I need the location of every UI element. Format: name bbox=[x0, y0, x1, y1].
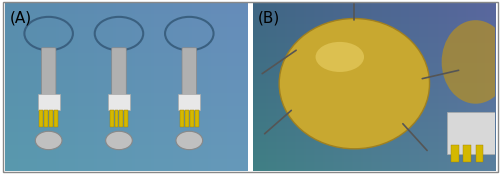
Bar bbox=[124, 110, 128, 127]
Bar bbox=[452, 145, 458, 162]
Bar bbox=[476, 145, 483, 162]
Bar bbox=[38, 94, 60, 110]
Ellipse shape bbox=[316, 42, 364, 72]
Text: (A): (A) bbox=[10, 10, 32, 25]
Bar bbox=[178, 94, 200, 110]
Circle shape bbox=[36, 131, 62, 150]
Ellipse shape bbox=[442, 20, 500, 104]
Bar bbox=[40, 110, 44, 127]
Bar bbox=[194, 110, 198, 127]
Bar bbox=[464, 145, 471, 162]
Bar bbox=[446, 112, 495, 154]
Bar bbox=[54, 110, 58, 127]
Bar bbox=[180, 110, 184, 127]
FancyBboxPatch shape bbox=[112, 48, 126, 96]
Bar bbox=[114, 110, 118, 127]
Bar bbox=[44, 110, 48, 127]
Bar bbox=[49, 110, 53, 127]
Text: (B): (B) bbox=[258, 10, 280, 25]
Bar bbox=[120, 110, 124, 127]
Bar bbox=[108, 94, 130, 110]
Ellipse shape bbox=[279, 18, 430, 149]
Bar bbox=[110, 110, 114, 127]
Circle shape bbox=[106, 131, 132, 150]
FancyBboxPatch shape bbox=[182, 48, 196, 96]
Bar bbox=[190, 110, 194, 127]
FancyBboxPatch shape bbox=[42, 48, 56, 96]
Circle shape bbox=[176, 131, 203, 150]
Bar bbox=[185, 110, 189, 127]
